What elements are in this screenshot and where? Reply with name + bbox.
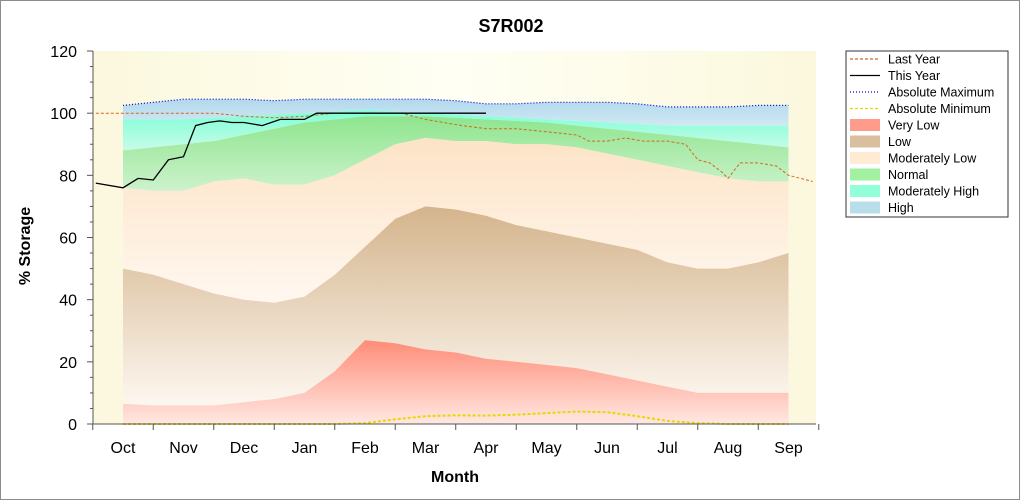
x-tick-label: Nov xyxy=(169,440,197,457)
legend-swatch xyxy=(850,201,880,214)
band-moderately-low xyxy=(123,138,789,303)
legend-label: Moderately Low xyxy=(888,152,977,166)
x-tick-label: May xyxy=(531,440,561,457)
x-tick-label: Jul xyxy=(657,440,677,457)
legend-label: Absolute Maximum xyxy=(888,86,994,100)
x-tick-label: Jan xyxy=(292,440,318,457)
series-this-year xyxy=(95,112,486,189)
legend-label: Absolute Minimum xyxy=(888,102,991,116)
band-normal xyxy=(123,116,789,191)
series-absolute-maximum xyxy=(122,98,789,108)
legend-swatch xyxy=(850,168,880,181)
y-tick-label: 20 xyxy=(59,355,77,372)
band-low xyxy=(123,206,789,406)
chart-title: S7R002 xyxy=(478,16,543,36)
x-tick-label: Apr xyxy=(474,440,500,457)
legend: Last Year This Year Absolute Maximum Absolu… xyxy=(845,50,1009,218)
y-tick-label: 80 xyxy=(59,168,77,185)
x-axis-ticks: Oct Nov Dec Jan Feb Mar Apr May Jun Jul Aug Sep xyxy=(92,424,820,457)
y-tick-label: 0 xyxy=(68,417,77,434)
y-tick-label: 60 xyxy=(59,231,77,248)
series-last-year xyxy=(95,112,813,182)
y-tick-label: 100 xyxy=(50,106,77,123)
band-high xyxy=(123,99,789,126)
legend-swatch xyxy=(850,152,880,164)
y-axis-ticks: 0 20 40 60 80 100 120 xyxy=(50,44,93,434)
legend-label: Last Year xyxy=(888,53,940,67)
legend-swatch xyxy=(850,119,880,131)
legend-label: Low xyxy=(888,135,912,149)
band-very-low xyxy=(123,340,789,424)
x-tick-label: Jun xyxy=(594,440,620,457)
x-tick-label: Aug xyxy=(714,440,742,457)
legend-label: Moderately High xyxy=(888,185,979,199)
y-tick-label: 120 xyxy=(50,44,77,61)
x-tick-label: Oct xyxy=(111,440,136,457)
legend-label: Normal xyxy=(888,168,928,182)
band-moderately-high xyxy=(123,110,789,151)
legend-label: Very Low xyxy=(888,119,940,133)
legend-label: This Year xyxy=(888,69,940,83)
x-tick-label: Dec xyxy=(230,440,258,457)
x-tick-label: Mar xyxy=(412,440,440,457)
x-tick-label: Feb xyxy=(351,440,379,457)
storage-bands xyxy=(123,99,789,424)
legend-label: High xyxy=(888,201,914,215)
x-tick-label: Sep xyxy=(774,440,803,457)
legend-swatch xyxy=(850,185,880,197)
legend-swatch xyxy=(850,135,880,148)
y-tick-label: 40 xyxy=(59,293,77,310)
x-axis-title: Month xyxy=(431,469,479,486)
y-axis-title: % Storage xyxy=(17,207,34,285)
